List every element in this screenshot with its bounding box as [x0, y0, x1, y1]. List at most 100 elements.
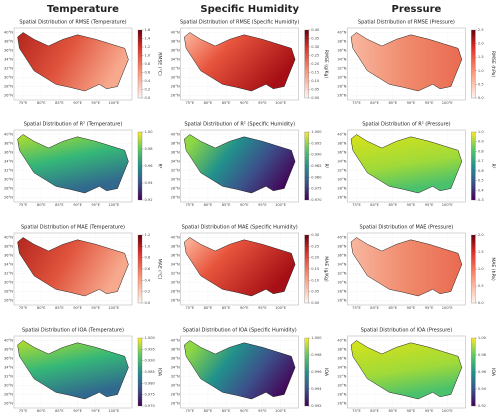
lat-tick-label: 28°N: [171, 187, 180, 191]
colorbar-tick-label: 0.98: [478, 353, 487, 357]
lat-tick-label: 26°N: [4, 299, 13, 303]
colorbar-label: MAE (°C): [157, 259, 163, 280]
lon-tick-label: 80°E: [370, 101, 379, 105]
lat-tick-label: 36°N: [4, 151, 13, 155]
colorbar: [471, 29, 476, 99]
lat-tick-label: 26°N: [171, 299, 180, 303]
lon-tick-label: 100°E: [108, 101, 120, 105]
panel-title: Spatial Distribution of R² (Temperature): [24, 122, 123, 128]
colorbar-tick-label: 0.0: [145, 96, 151, 100]
lat-tick-label: 28°N: [337, 85, 346, 89]
colorbar-tick-label: 1.000: [145, 336, 156, 340]
colorbar-tick-label: 0.05: [311, 88, 319, 92]
colorbar-tick-label: 0.8: [478, 149, 484, 153]
lat-tick-label: 34°N: [337, 366, 346, 370]
lon-tick-label: 95°E: [425, 203, 434, 207]
colorbar-tick-label: 0.5: [478, 82, 484, 86]
lat-tick-label: 40°N: [4, 133, 13, 137]
lat-tick-label: 32°N: [4, 169, 13, 173]
colorbar-tick-label: 2.0: [478, 42, 484, 46]
lon-tick-label: 80°E: [37, 409, 46, 413]
colorbar-tick-label: 0.990: [311, 153, 322, 157]
lon-tick-label: 75°E: [185, 306, 194, 310]
lat-tick-label: 34°N: [171, 263, 180, 267]
column-header: Temperature: [47, 4, 119, 15]
region-map: [350, 32, 463, 92]
colorbar-tick-label: 0.975: [311, 187, 321, 191]
colorbar: [471, 234, 476, 304]
lat-tick-label: 34°N: [171, 160, 180, 164]
colorbar-tick-label: 0.10: [311, 79, 320, 83]
colorbar-label: MAE (hPa): [490, 257, 496, 281]
lon-tick-label: 75°E: [352, 409, 361, 413]
lon-tick-label: 80°E: [204, 306, 213, 310]
panel-title: Spatial Distribution of IOA (Pressure): [361, 328, 453, 334]
colorbar-tick-label: 0.0: [478, 301, 484, 305]
colorbar-label: MAE (g/Kg): [323, 256, 329, 282]
lat-tick-label: 38°N: [337, 348, 346, 352]
lat-tick-label: 32°N: [171, 169, 180, 173]
region-map: [184, 237, 296, 297]
lat-tick-label: 28°N: [4, 393, 13, 397]
colorbar: [304, 29, 309, 99]
lat-tick-label: 40°N: [171, 133, 180, 137]
colorbar: [304, 337, 309, 407]
panel-title: Spatial Distribution of RMSE (Specific H…: [180, 20, 299, 26]
colorbar-tick-label: 0.980: [145, 381, 156, 385]
colorbar-tick-label: 0.15: [311, 71, 319, 75]
lat-tick-label: 38°N: [337, 40, 346, 44]
colorbar-tick-label: 0.5: [478, 284, 484, 288]
lon-tick-label: 75°E: [19, 203, 28, 207]
lat-tick-label: 30°N: [337, 281, 346, 285]
lat-tick-label: 38°N: [337, 142, 346, 146]
lat-tick-label: 28°N: [171, 393, 180, 397]
lon-tick-label: 95°E: [91, 203, 100, 207]
lon-tick-label: 85°E: [388, 409, 397, 413]
lat-tick-label: 28°N: [171, 290, 180, 294]
lat-tick-label: 26°N: [171, 196, 180, 200]
colorbar: [471, 131, 476, 201]
lat-tick-label: 30°N: [4, 281, 13, 285]
colorbar-tick-label: 0.96: [478, 370, 487, 374]
colorbar-tick-label: 0.94: [145, 181, 154, 185]
lon-tick-label: 90°E: [240, 203, 249, 207]
lon-tick-label: 85°E: [388, 203, 397, 207]
lon-tick-label: 95°E: [425, 306, 434, 310]
colorbar-tick-label: 0.0: [478, 96, 484, 100]
lon-tick-label: 85°E: [222, 203, 231, 207]
lon-tick-label: 90°E: [407, 101, 416, 105]
panel-title: Spatial Distribution of MAE (Pressure): [360, 225, 454, 231]
colorbar-tick-label: 1.6: [145, 28, 151, 32]
lat-tick-label: 38°N: [171, 40, 180, 44]
lon-tick-label: 80°E: [204, 409, 213, 413]
lat-tick-label: 36°N: [337, 357, 346, 361]
panel-title: Spatial Distribution of R² (Specific Hum…: [184, 122, 295, 128]
colorbar-tick-label: 0.94: [478, 387, 487, 391]
lon-tick-label: 95°E: [258, 409, 267, 413]
panel-title: Spatial Distribution of MAE (Specific Hu…: [182, 225, 298, 231]
lon-tick-label: 95°E: [258, 306, 267, 310]
lat-tick-label: 34°N: [337, 263, 346, 267]
lat-tick-label: 26°N: [337, 402, 346, 406]
lat-tick-label: 40°N: [337, 31, 346, 35]
lon-tick-label: 95°E: [425, 101, 434, 105]
colorbar-tick-label: 0.3: [478, 198, 484, 202]
lat-tick-label: 40°N: [171, 31, 180, 35]
lat-tick-label: 34°N: [4, 58, 13, 62]
colorbar-tick-label: 0.992: [311, 404, 321, 408]
lat-tick-label: 34°N: [337, 160, 346, 164]
panel-title: Spatial Distribution of RMSE (Temperatur…: [19, 20, 126, 26]
lon-tick-label: 90°E: [240, 306, 249, 310]
lat-tick-label: 38°N: [171, 142, 180, 146]
colorbar-tick-label: 0.2: [145, 290, 151, 294]
lon-tick-label: 100°E: [275, 409, 287, 413]
lon-tick-label: 90°E: [407, 306, 416, 310]
lon-tick-label: 90°E: [240, 409, 249, 413]
lat-tick-label: 36°N: [171, 254, 180, 258]
colorbar: [304, 234, 309, 304]
colorbar-tick-label: 0.6: [145, 71, 151, 75]
lon-tick-label: 85°E: [388, 101, 397, 105]
lon-tick-label: 75°E: [185, 203, 194, 207]
colorbar-tick-label: 0.35: [311, 37, 319, 41]
